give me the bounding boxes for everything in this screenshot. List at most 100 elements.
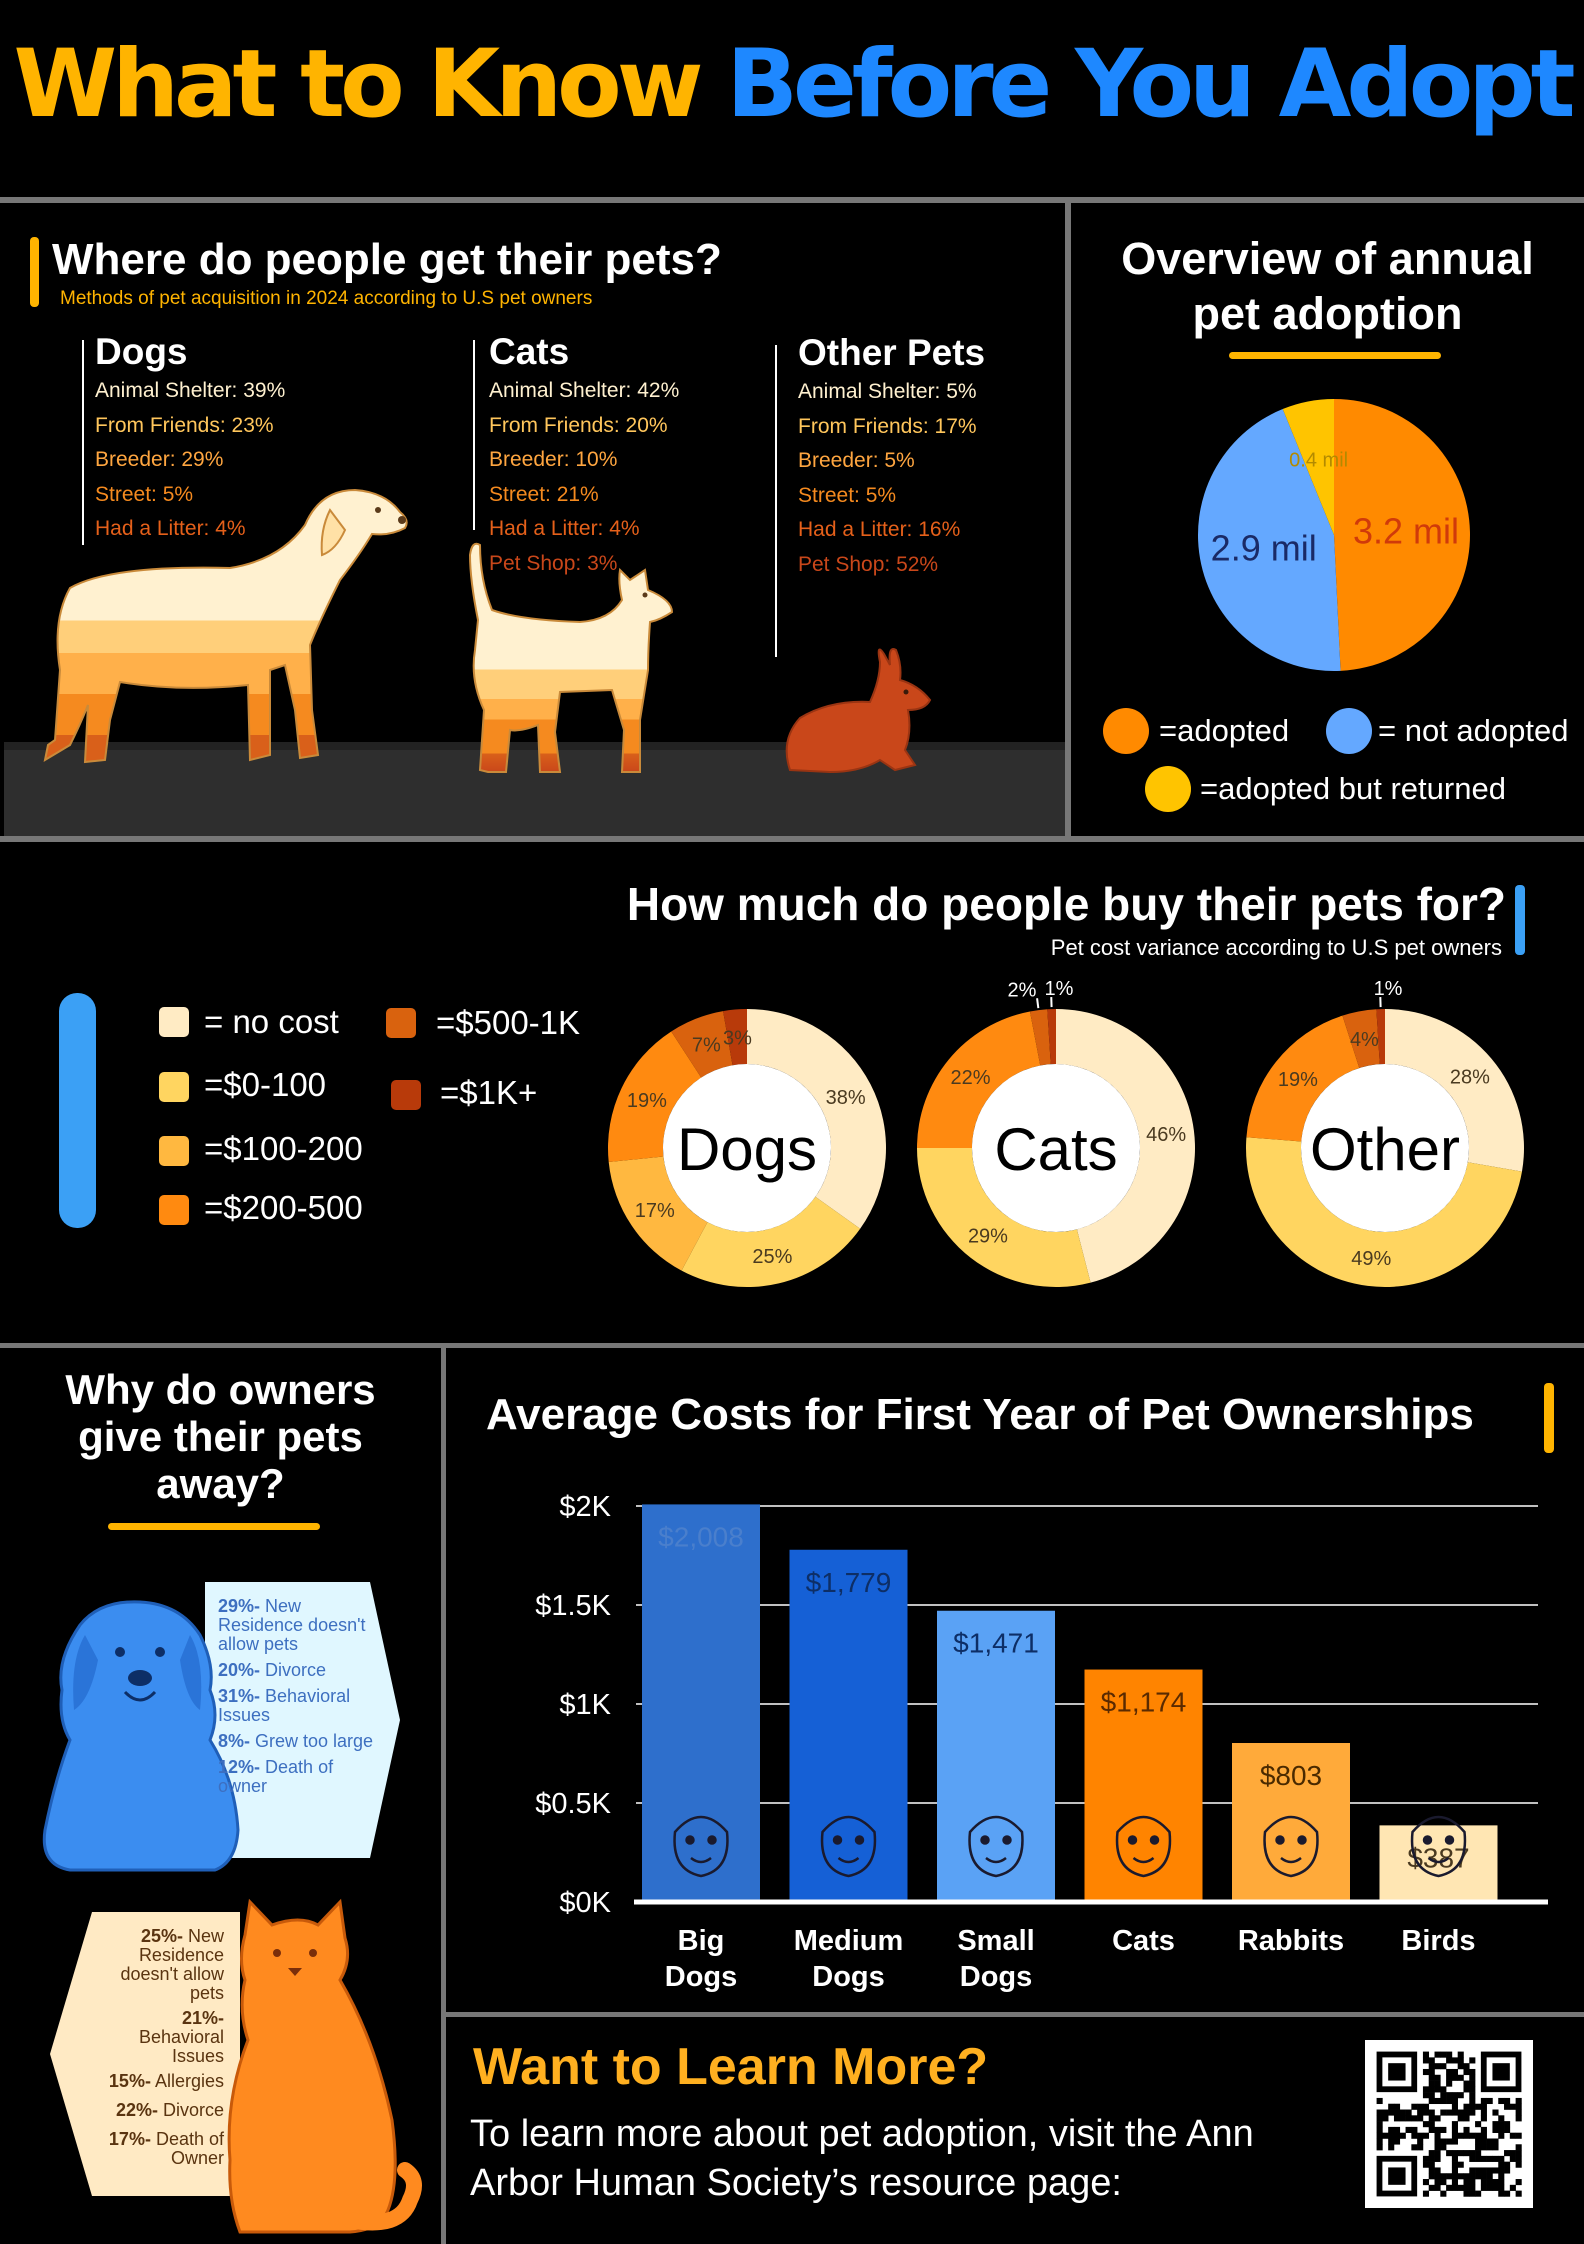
list-item: Animal Shelter: 42% [489, 379, 680, 402]
list-item: 17%- Death of Owner [100, 2130, 224, 2168]
list-item: Street: 21% [489, 482, 599, 506]
pie-slice-adopted [1334, 399, 1471, 671]
reason-text: Death of owner [218, 1757, 334, 1796]
list-item: Breeder: 29% [95, 448, 224, 471]
list-item: Breeder: 10% [489, 448, 618, 471]
donut-slice-other [1385, 1009, 1524, 1172]
donut-slice-other [1342, 1009, 1380, 1069]
donut-leader-line [1036, 998, 1040, 1009]
reason-pct: 22%- [115, 2100, 158, 2120]
y-tick-label: $0.5K [535, 1788, 611, 1820]
list-item: Had a Litter: 16% [798, 518, 961, 541]
column-divider-cats [473, 340, 475, 530]
legend-0-100: =$0-100 [204, 1066, 327, 1103]
x-tick-label: Small [957, 1925, 1034, 1957]
reason-text: Divorce [157, 2100, 224, 2120]
accent-bar-cost-legend [59, 993, 96, 1228]
page-title: What to Know Before You Adopt [0, 30, 1584, 139]
bar [937, 1610, 1055, 1902]
donut-value-label: 46% [1146, 1124, 1186, 1146]
bar-value-label: $1,174 [1101, 1687, 1187, 1718]
pie-slice-adopted-but-returned [1282, 399, 1334, 535]
donut-center-label: Dogs [677, 1116, 817, 1183]
donut-hole [972, 1064, 1140, 1232]
accent-bar-sources [30, 237, 39, 307]
legend-swatch-100-200 [159, 1136, 189, 1166]
y-tick-label: $1.5K [535, 1590, 611, 1622]
donut-slice-cats [917, 1011, 1041, 1148]
legend-200-500: =$200-500 [204, 1189, 363, 1226]
list-item: Animal Shelter: 39% [95, 379, 286, 402]
bar [1379, 1825, 1498, 1902]
x-tick-label: Dogs [665, 1961, 738, 1993]
list-item: Pet Shop: 3% [489, 551, 618, 575]
y-tick-label: $1K [559, 1689, 611, 1721]
accent-underline-giveaway [108, 1523, 320, 1530]
list-item: From Friends: 20% [489, 413, 668, 437]
qr-code-icon[interactable] [1365, 2040, 1533, 2208]
donut-slice-other [1246, 1137, 1522, 1288]
reason-pct: 25%- [140, 1926, 183, 1946]
reason-pct: 29%- [218, 1596, 261, 1616]
legend-swatch-200-500 [159, 1195, 189, 1225]
list-item: From Friends: 17% [798, 414, 977, 438]
list-item: 31%- Behavioral Issues [218, 1687, 378, 1725]
x-tick-label: Big [678, 1925, 725, 1957]
reason-text: Divorce [260, 1660, 327, 1680]
list-item: Animal Shelter: 5% [798, 380, 977, 403]
first-year-cost-bar-chart: $0K $0.5K $1K $1.5K $2K $2,008 Big Dogs $1,779 Me… [535, 1491, 1548, 1993]
legend-swatch-500-1k [386, 1008, 416, 1038]
x-tick-label: Birds [1401, 1925, 1475, 1957]
reason-pct: 20%- [218, 1660, 261, 1680]
adoption-pie-chart: 3.2 mil 2.9 mil 0.4 mil [1198, 399, 1471, 671]
x-tick-label: Medium [794, 1925, 904, 1957]
donut-slice-cats [1056, 1009, 1195, 1283]
donut-value-label: 38% [826, 1087, 866, 1109]
pet-illustrations [4, 488, 1065, 836]
column-other-pets: Other Pets Animal Shelter: 5% From Frien… [798, 331, 985, 582]
bar-value-label: $1,779 [806, 1567, 892, 1598]
divider-lower [0, 1343, 1584, 1348]
list-item: 21%- Behavioral Issues [100, 2009, 224, 2066]
donut-value-label: 19% [627, 1090, 667, 1112]
bar-animal-face-icon [1410, 1815, 1467, 1878]
list-item: 29%- New Residence doesn't allow pets [218, 1597, 378, 1654]
list-item: 8%- Grew too large [218, 1732, 378, 1751]
bar [789, 1549, 908, 1902]
dog-icon [43, 488, 408, 764]
donut-slice-other [1246, 1015, 1360, 1142]
donut-center-label: Cats [994, 1116, 1117, 1183]
giveaway-illustrations [42, 1582, 422, 2234]
x-tick-label: Dogs [960, 1961, 1033, 1993]
x-tick-label: Rabbits [1238, 1925, 1344, 1957]
reason-text: Allergies [150, 2071, 224, 2091]
dog-reasons-list: 29%- New Residence doesn't allow pets 20… [218, 1597, 378, 1796]
cat-reasons-panel [50, 1912, 240, 2196]
reason-text: Grew too large [250, 1731, 374, 1751]
rabbit-icon [785, 648, 932, 774]
donut-value-label: 25% [752, 1246, 792, 1268]
donut-slice-other [1376, 1009, 1385, 1065]
legend-100-200: =$100-200 [204, 1130, 363, 1167]
list-item: Had a Litter: 4% [95, 517, 246, 540]
learn-heading: Want to Learn More? [473, 2038, 989, 2096]
donut-value-label: 22% [950, 1067, 990, 1089]
pie-value-label: 2.9 mil [1211, 528, 1317, 569]
legend-swatch-1k-plus [391, 1080, 421, 1110]
donut-hole [1301, 1064, 1469, 1232]
donut-value-label: 3% [723, 1027, 752, 1049]
divider-mid [0, 836, 1584, 842]
divider-vertical-top [1065, 203, 1071, 839]
donut-value-label: 1% [1045, 978, 1074, 1000]
list-item: Pet Shop: 52% [798, 552, 939, 576]
donut-hole [663, 1064, 831, 1232]
reason-text: Behavioral Issues [138, 2027, 224, 2066]
column-title: Dogs [95, 331, 188, 372]
list-item: From Friends: 23% [95, 413, 274, 437]
reason-pct: 17%- [108, 2129, 151, 2149]
donut-value-label: 29% [968, 1226, 1008, 1248]
accent-bar-cost [1515, 885, 1525, 955]
accent-underline-overview [1229, 352, 1441, 359]
legend-swatch-adopted [1103, 708, 1149, 754]
donut-slice-cats [1047, 1009, 1056, 1065]
